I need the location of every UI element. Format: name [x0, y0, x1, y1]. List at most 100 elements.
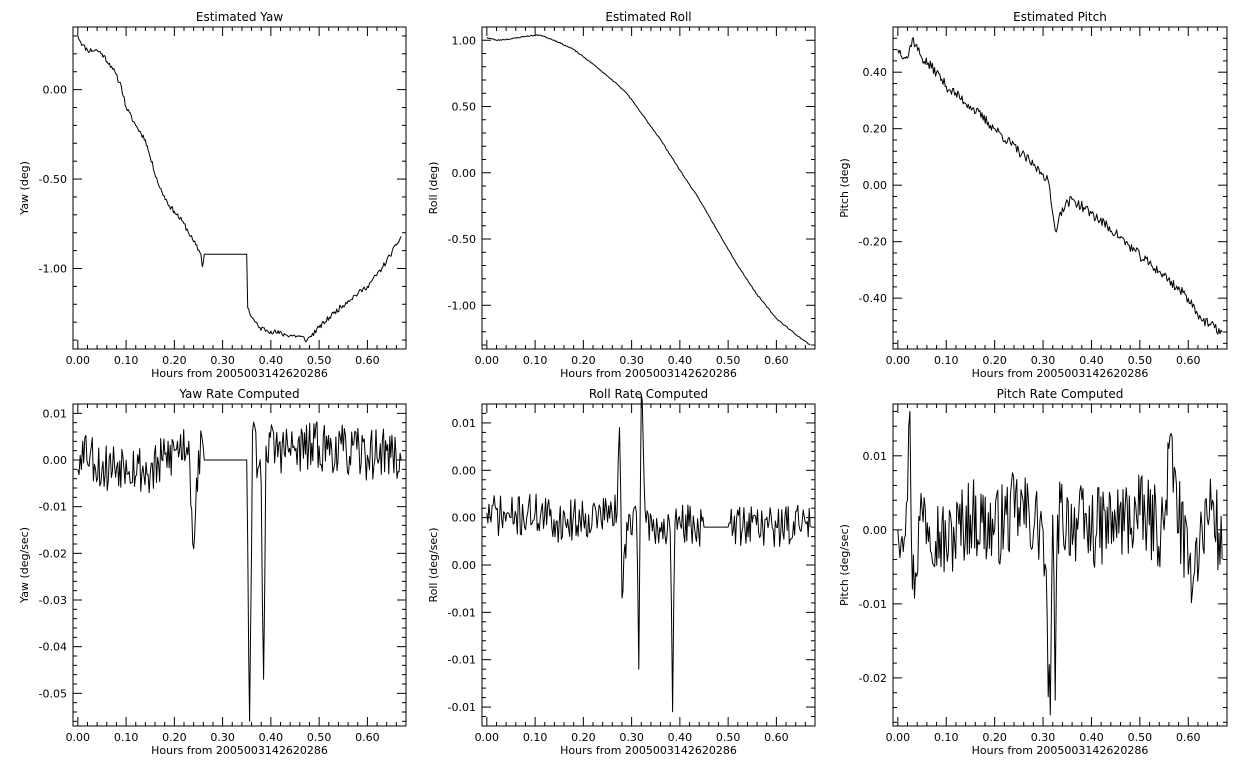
- y-tick-label: -0.03: [39, 594, 67, 607]
- x-tick-label: 0.00: [475, 731, 500, 744]
- x-axis-label: Hours from 2005003142620286: [151, 367, 328, 380]
- x-tick-label: 0.50: [716, 354, 741, 367]
- y-tick-label: -0.01: [448, 606, 476, 619]
- y-axis-label: Yaw (deg): [18, 161, 31, 216]
- y-tick-label: 0.00: [452, 559, 477, 572]
- x-tick-label: 0.10: [114, 354, 139, 367]
- y-tick-label: 0.01: [452, 417, 477, 430]
- chart-title: Estimated Roll: [605, 10, 691, 24]
- y-axis-label: Roll (deg): [427, 162, 440, 215]
- x-tick-label: 0.30: [1031, 354, 1056, 367]
- series-line-1: [486, 394, 811, 713]
- chart-panel-1: Estimated Yaw Hours from 2005003142620286…: [18, 10, 407, 380]
- y-tick-label: 0.40: [863, 66, 888, 79]
- y-axis-label: Roll (deg/sec): [427, 527, 440, 602]
- x-tick-label: 0.20: [982, 731, 1007, 744]
- x-tick-label: 0.20: [162, 354, 187, 367]
- x-tick-label: 0.40: [259, 731, 284, 744]
- series-line-1: [897, 410, 1223, 716]
- chart-title: Yaw Rate Computed: [178, 387, 299, 401]
- y-tick-label: 0.00: [43, 84, 68, 97]
- y-tick-label: 0.00: [863, 179, 888, 192]
- y-tick-label: 0.00: [452, 167, 477, 180]
- y-tick-label: 0.00: [452, 512, 477, 525]
- plot-frame: [72, 26, 407, 350]
- x-tick-label: 0.00: [886, 731, 911, 744]
- y-tick-label: -0.20: [859, 236, 887, 249]
- x-tick-label: 0.10: [934, 731, 959, 744]
- x-axis-label: Hours from 2005003142620286: [560, 744, 737, 757]
- x-tick-label: 0.60: [764, 354, 789, 367]
- x-tick-label: 0.60: [355, 354, 380, 367]
- x-tick-label: 0.40: [259, 354, 284, 367]
- x-tick-label: 0.00: [886, 354, 911, 367]
- plot-frame: [481, 403, 816, 727]
- y-tick-label: -0.02: [39, 547, 67, 560]
- chart-title: Roll Rate Computed: [589, 387, 708, 401]
- x-tick-label: 0.40: [668, 354, 693, 367]
- x-tick-label: 0.10: [934, 354, 959, 367]
- y-tick-label: 0.50: [452, 101, 477, 114]
- x-tick-label: 0.00: [66, 731, 91, 744]
- x-tick-label: 0.10: [114, 731, 139, 744]
- plot-frame: [72, 403, 407, 727]
- y-tick-label: 0.00: [452, 464, 477, 477]
- series-line-1: [486, 34, 811, 346]
- x-tick-label: 0.50: [1128, 731, 1153, 744]
- series-line-1: [897, 37, 1223, 335]
- x-axis-label: Hours from 2005003142620286: [560, 367, 737, 380]
- x-tick-label: 0.50: [716, 731, 741, 744]
- y-axis-label: Pitch (deg): [838, 158, 851, 218]
- chart-panel-6: Pitch Rate Computed Hours from 2005003142…: [838, 387, 1228, 757]
- x-tick-label: 0.20: [162, 731, 187, 744]
- x-tick-label: 0.50: [307, 731, 332, 744]
- x-tick-label: 0.30: [1031, 731, 1056, 744]
- chart-title: Estimated Yaw: [196, 10, 283, 24]
- x-tick-label: 0.30: [210, 354, 235, 367]
- x-tick-label: 0.30: [619, 731, 644, 744]
- y-axis-label: Pitch (deg/sec): [838, 524, 851, 606]
- x-tick-label: 0.50: [307, 354, 332, 367]
- y-tick-label: -0.01: [448, 701, 476, 714]
- plot-frame: [892, 403, 1228, 727]
- chart-panel-4: Yaw Rate Computed Hours from 200500314262…: [18, 387, 407, 757]
- x-tick-label: 0.60: [355, 731, 380, 744]
- x-tick-label: 0.30: [619, 354, 644, 367]
- chart-title: Estimated Pitch: [1013, 10, 1107, 24]
- x-tick-label: 0.50: [1128, 354, 1153, 367]
- x-tick-label: 0.40: [1079, 354, 1104, 367]
- x-axis-label: Hours from 2005003142620286: [972, 744, 1149, 757]
- x-tick-label: 0.20: [982, 354, 1007, 367]
- chart-panel-3: Estimated Pitch Hours from 20050031426202…: [838, 10, 1228, 380]
- y-tick-label: 0.00: [43, 454, 68, 467]
- x-tick-label: 0.10: [523, 731, 548, 744]
- y-tick-label: -1.00: [39, 263, 67, 276]
- x-axis-label: Hours from 2005003142620286: [151, 744, 328, 757]
- x-tick-label: 0.40: [1079, 731, 1104, 744]
- y-tick-label: -0.01: [39, 501, 67, 514]
- y-tick-label: 0.00: [863, 524, 888, 537]
- y-tick-label: -0.50: [39, 173, 67, 186]
- chart-panel-2: Estimated Roll Hours from 200500314262028…: [427, 10, 816, 380]
- y-tick-label: 1.00: [452, 34, 477, 47]
- y-tick-label: -0.05: [39, 687, 67, 700]
- y-tick-label: 0.01: [43, 407, 68, 420]
- x-tick-label: 0.60: [1176, 354, 1201, 367]
- series-line-1: [77, 421, 402, 722]
- x-axis-label: Hours from 2005003142620286: [972, 367, 1149, 380]
- y-tick-label: -1.00: [448, 299, 476, 312]
- y-tick-label: -0.40: [859, 292, 887, 305]
- x-tick-label: 0.60: [1176, 731, 1201, 744]
- y-tick-label: -0.01: [448, 654, 476, 667]
- y-tick-label: 0.20: [863, 123, 888, 136]
- y-tick-label: -0.02: [859, 672, 887, 685]
- chart-panel-5: Roll Rate Computed Hours from 20050031426…: [427, 387, 816, 757]
- x-tick-label: 0.40: [668, 731, 693, 744]
- x-tick-label: 0.20: [571, 731, 596, 744]
- y-tick-label: 0.01: [863, 450, 888, 463]
- x-tick-label: 0.00: [66, 354, 91, 367]
- x-tick-label: 0.10: [523, 354, 548, 367]
- y-tick-label: -0.04: [39, 641, 67, 654]
- x-tick-label: 0.60: [764, 731, 789, 744]
